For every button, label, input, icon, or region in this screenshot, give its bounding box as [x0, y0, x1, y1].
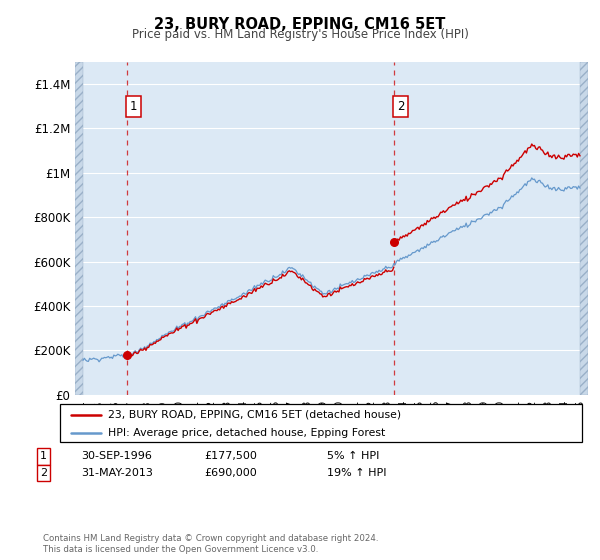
- Text: £177,500: £177,500: [204, 451, 257, 461]
- Text: 31-MAY-2013: 31-MAY-2013: [81, 468, 153, 478]
- Text: 1: 1: [130, 100, 137, 113]
- Text: 23, BURY ROAD, EPPING, CM16 5ET (detached house): 23, BURY ROAD, EPPING, CM16 5ET (detache…: [108, 410, 401, 420]
- Text: 2: 2: [397, 100, 404, 113]
- Text: 30-SEP-1996: 30-SEP-1996: [81, 451, 152, 461]
- Text: 1: 1: [40, 451, 47, 461]
- Text: Contains HM Land Registry data © Crown copyright and database right 2024.
This d: Contains HM Land Registry data © Crown c…: [43, 534, 379, 554]
- Text: HPI: Average price, detached house, Epping Forest: HPI: Average price, detached house, Eppi…: [108, 428, 385, 438]
- Text: 19% ↑ HPI: 19% ↑ HPI: [327, 468, 386, 478]
- Text: 5% ↑ HPI: 5% ↑ HPI: [327, 451, 379, 461]
- Text: £690,000: £690,000: [204, 468, 257, 478]
- Text: 23, BURY ROAD, EPPING, CM16 5ET: 23, BURY ROAD, EPPING, CM16 5ET: [154, 17, 446, 32]
- Text: Price paid vs. HM Land Registry's House Price Index (HPI): Price paid vs. HM Land Registry's House …: [131, 28, 469, 41]
- Text: 2: 2: [40, 468, 47, 478]
